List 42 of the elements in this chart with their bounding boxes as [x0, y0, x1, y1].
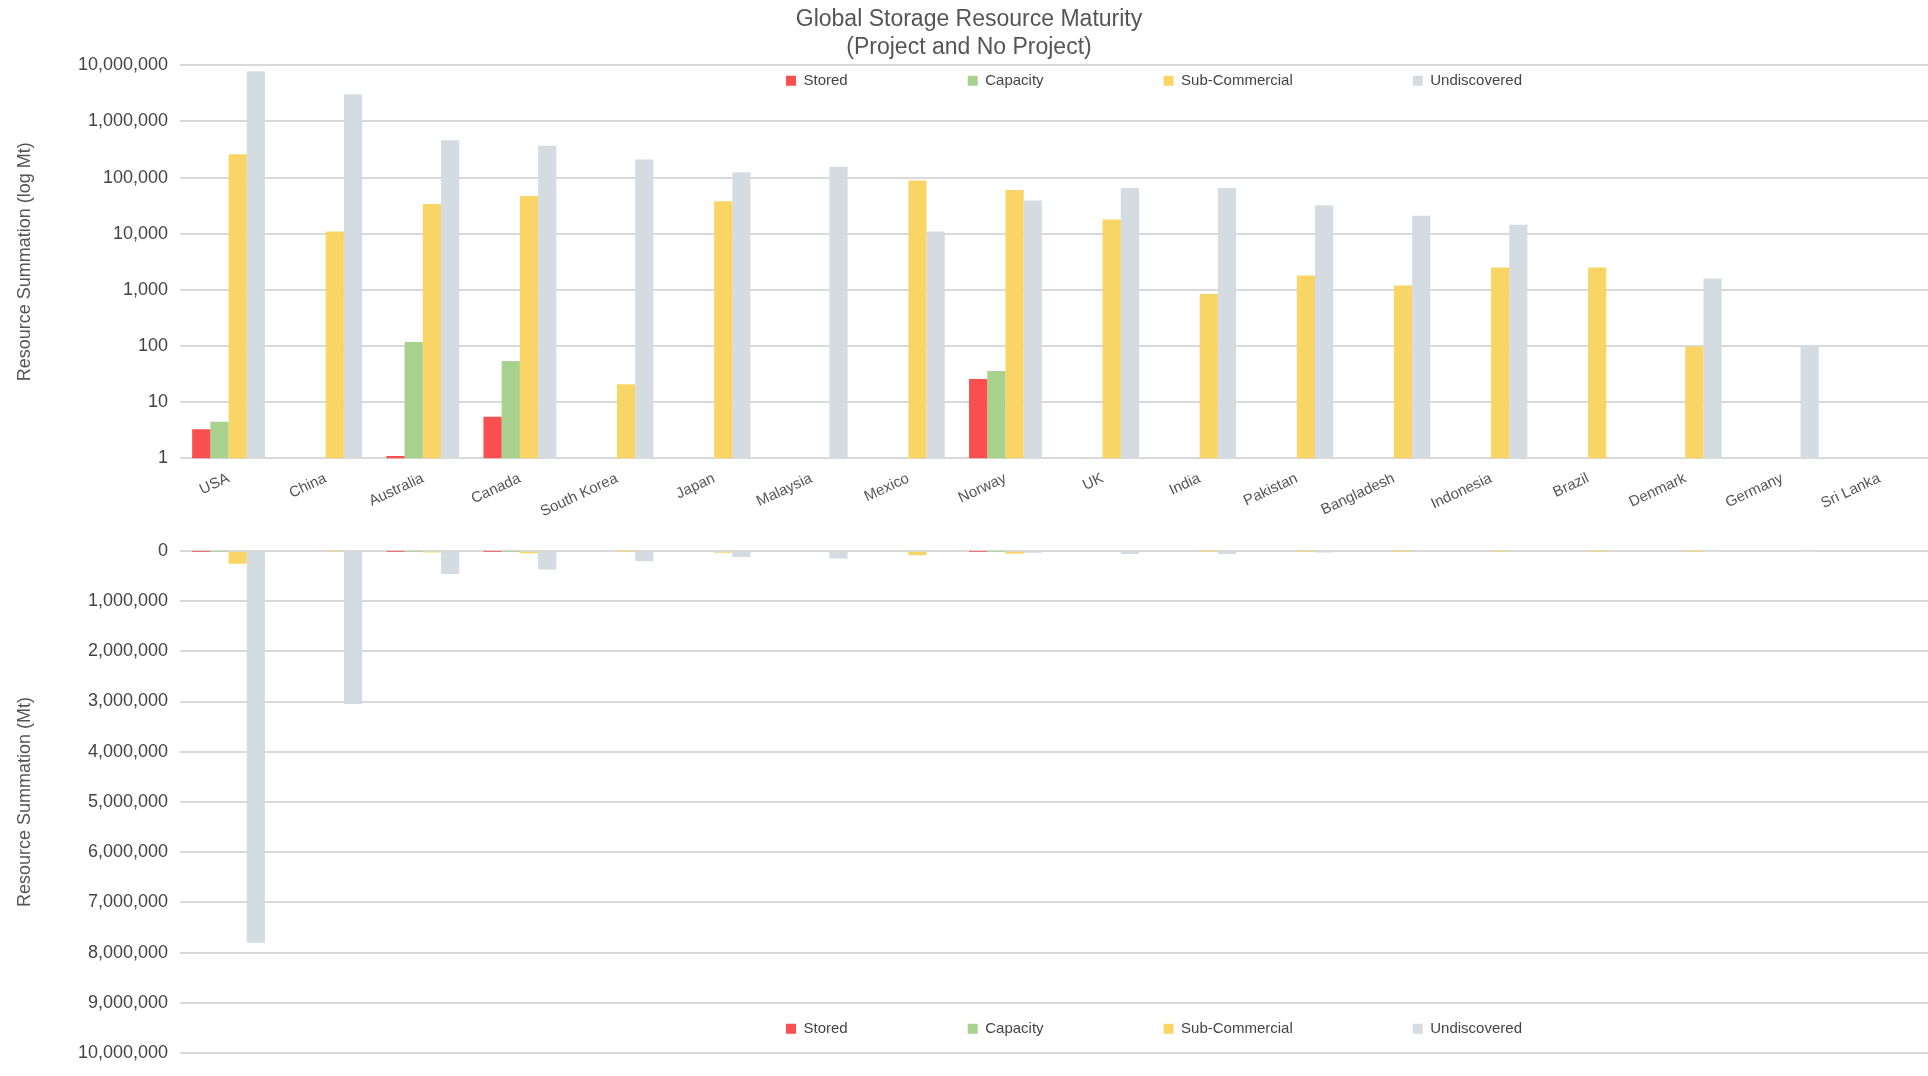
bar: [228, 551, 247, 564]
y-axis-title: Resource Summation (log Mt): [13, 142, 34, 382]
y-tick-label: 100,000: [102, 166, 168, 187]
y-tick-label: 1: [157, 447, 168, 468]
bar: [1005, 551, 1024, 554]
y-tick-label: 100: [137, 335, 168, 356]
y-tick-label: 1,000,000: [87, 590, 168, 611]
x-tick-label: USA: [196, 468, 232, 498]
y-tick-label: 8,000,000: [87, 941, 168, 962]
legend-label: Sub-Commercial: [1181, 70, 1293, 88]
y-tick-label: 5,000,000: [87, 790, 168, 811]
x-tick-label: Japan: [672, 468, 718, 502]
y-tick-label: 2,000,000: [87, 640, 168, 661]
bar: [908, 551, 927, 556]
legend-label: Stored: [803, 70, 848, 88]
legend-label: Capacity: [985, 1018, 1045, 1036]
x-tick-label: China: [285, 468, 330, 501]
y-tick-label: 1,000: [122, 278, 168, 299]
legend-label: Sub-Commercial: [1181, 1018, 1293, 1036]
chart-subtitle: (Project and No Project): [846, 32, 1092, 59]
y-tick-label: 3,000,000: [87, 690, 168, 711]
y-tick-label: 4,000,000: [87, 740, 168, 761]
x-tick-label: Sri Lanka: [1817, 468, 1884, 511]
chart-title: Global Storage Resource Maturity: [795, 5, 1143, 32]
y-tick-label: 10: [147, 391, 168, 412]
legend-label: Undiscovered: [1430, 1018, 1522, 1036]
y-tick-label: 9,000,000: [87, 991, 168, 1012]
y-tick-label: 1,000,000: [87, 110, 168, 131]
y-tick-label: 10,000,000: [77, 1042, 168, 1063]
x-tick-label: India: [1166, 468, 1204, 498]
y-tick-label: 0: [157, 539, 168, 560]
x-tick-label: South Korea: [537, 468, 621, 520]
y-tick-label: 10,000,000: [77, 54, 168, 75]
x-tick-label: UK: [1079, 468, 1106, 493]
legend-label: Undiscovered: [1430, 70, 1522, 88]
legend-label: Stored: [803, 1018, 848, 1036]
y-tick-label: 10,000: [112, 222, 168, 243]
legend-label: Capacity: [985, 70, 1045, 88]
x-tick-label: Brazil: [1549, 468, 1592, 500]
y-axis-title: Resource Summation (Mt): [13, 696, 34, 908]
y-tick-label: 6,000,000: [87, 841, 168, 862]
y-tick-label: 7,000,000: [87, 891, 168, 912]
